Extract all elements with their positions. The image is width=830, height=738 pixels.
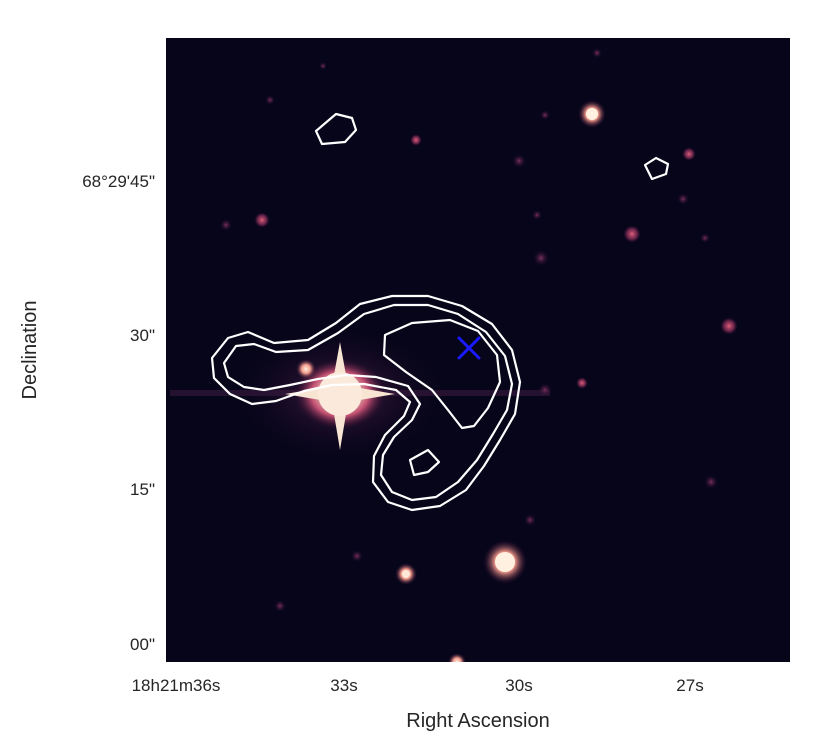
y-tick-label: 15" [130,480,155,499]
faint-star [592,48,602,58]
sky-image [166,38,790,662]
star [402,570,410,578]
star [623,225,641,243]
contour-hole [408,448,441,477]
faint-star [540,110,550,120]
contour-outer [210,294,522,512]
faint-star [220,219,232,231]
contour-isolated [643,156,670,181]
star [410,134,422,146]
y-tick-label: 00" [130,635,155,654]
faint-star [274,600,286,612]
radio-contours [210,112,670,512]
faint-star [351,550,363,562]
x-tick-label: 30s [505,676,532,695]
faint-star [704,475,718,489]
x-tick-label: 18h21m36s [132,676,221,695]
faint-star [532,210,542,220]
contour-isolated [314,112,358,146]
star [586,108,598,120]
contour-inner [222,303,514,502]
faint-star [512,154,526,168]
star [682,147,696,161]
y-tick-label: 30" [130,326,155,345]
x-axis-label: Right Ascension [406,710,549,732]
position-marker [457,336,481,360]
faint-star [524,514,536,526]
star [448,653,466,662]
faint-star [677,193,689,205]
star [254,212,270,228]
faint-star [533,250,549,266]
x-tick-label: 33s [330,676,357,695]
contour-hole [382,318,502,430]
faint-star [319,62,327,70]
star [495,552,515,572]
star [576,377,588,389]
star [296,359,316,379]
star [720,317,738,335]
faint-star [538,383,552,397]
x-tick-label: 27s [676,676,703,695]
y-tick-label: 68°29'45" [82,172,155,191]
y-axis-label: Declination [19,301,41,400]
faint-star [700,233,710,243]
faint-star [265,95,275,105]
